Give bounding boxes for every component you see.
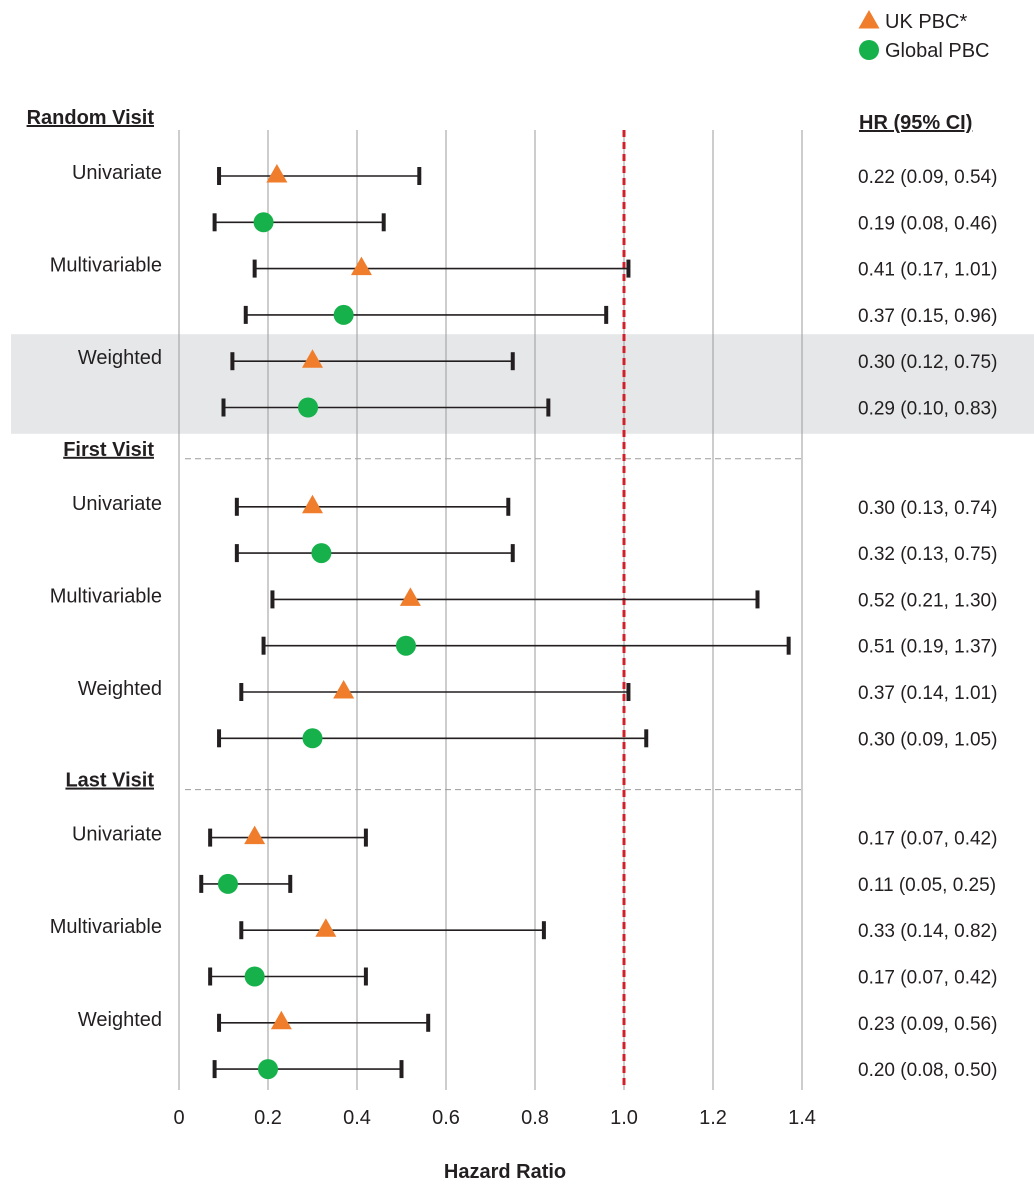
- hr-value: 0.17 (0.07, 0.42): [858, 968, 997, 989]
- hr-column-header: HR (95% CI): [859, 112, 972, 134]
- hr-value: 0.32 (0.13, 0.75): [858, 544, 997, 565]
- hr-value: 0.23 (0.09, 0.56): [858, 1014, 997, 1035]
- labels: Random Visit Univariate 0.22 (0.09, 0.54) 0…: [27, 107, 998, 1183]
- section-title: First Visit: [63, 439, 154, 461]
- confidence-intervals: [199, 167, 791, 1079]
- hr-value: 0.11 (0.05, 0.25): [858, 875, 996, 896]
- method-label: Weighted: [78, 347, 162, 369]
- global-pbc-marker: [258, 1059, 278, 1080]
- legend-uk-pbc-marker: [858, 10, 880, 29]
- hr-value: 0.30 (0.12, 0.75): [858, 352, 997, 373]
- x-tick-label: 0.6: [432, 1107, 460, 1129]
- uk-pbc-marker: [350, 256, 372, 276]
- global-pbc-marker: [302, 728, 323, 749]
- global-pbc-marker: [333, 304, 354, 325]
- global-pbc-marker: [217, 873, 238, 894]
- x-tick-label: 1.2: [699, 1107, 727, 1129]
- method-label: Univariate: [72, 162, 162, 184]
- highlight-layer: [11, 334, 1034, 434]
- x-tick-label: 1.0: [610, 1107, 638, 1129]
- uk-pbc-marker: [315, 918, 337, 937]
- hr-value: 0.41 (0.17, 1.01): [858, 260, 997, 281]
- global-pbc-marker: [244, 966, 265, 987]
- hr-value: 0.20 (0.08, 0.50): [858, 1060, 997, 1081]
- x-tick-label: 0.2: [254, 1107, 282, 1129]
- uk-pbc-marker: [333, 680, 355, 699]
- hr-value: 0.30 (0.13, 0.74): [858, 498, 997, 519]
- global-pbc-marker: [395, 635, 416, 656]
- section-title: Last Visit: [65, 770, 154, 792]
- legend: UK PBC* Global PBC: [858, 10, 990, 62]
- hr-value: 0.37 (0.15, 0.96): [858, 306, 997, 327]
- hr-value: 0.29 (0.10, 0.83): [858, 399, 997, 420]
- highlight-band: [11, 334, 1034, 434]
- legend-label: UK PBC*: [885, 11, 967, 33]
- hr-value: 0.19 (0.08, 0.46): [858, 213, 997, 234]
- global-pbc-marker: [298, 397, 319, 418]
- legend-global-pbc-marker: [859, 40, 879, 60]
- method-label: Multivariable: [50, 255, 162, 277]
- method-label: Weighted: [78, 1009, 162, 1031]
- hr-value: 0.30 (0.09, 1.05): [858, 729, 997, 750]
- hr-value: 0.33 (0.14, 0.82): [858, 921, 997, 942]
- uk-pbc-marker: [244, 825, 266, 845]
- hr-value: 0.17 (0.07, 0.42): [858, 829, 997, 850]
- uk-pbc-marker: [266, 164, 288, 183]
- global-pbc-marker: [253, 212, 274, 233]
- x-axis-title: Hazard Ratio: [444, 1161, 566, 1183]
- method-label: Univariate: [72, 824, 162, 846]
- uk-pbc-marker: [302, 494, 323, 514]
- hr-value: 0.52 (0.21, 1.30): [858, 590, 997, 611]
- x-tick-label: 1.4: [788, 1107, 816, 1129]
- hr-value: 0.37 (0.14, 1.01): [858, 683, 997, 704]
- legend-label: Global PBC: [885, 40, 990, 62]
- x-tick-label: 0: [173, 1107, 184, 1129]
- method-label: Multivariable: [50, 585, 162, 607]
- method-label: Univariate: [72, 493, 162, 515]
- uk-pbc-marker: [270, 1010, 292, 1030]
- x-tick-label: 0.4: [343, 1107, 371, 1129]
- section-title: Random Visit: [27, 107, 155, 129]
- point-estimates: [217, 164, 421, 1080]
- uk-pbc-marker: [399, 587, 421, 606]
- uk-pbc-marker: [302, 349, 323, 368]
- method-label: Multivariable: [50, 916, 162, 938]
- x-tick-label: 0.8: [521, 1107, 549, 1129]
- hr-value: 0.51 (0.19, 1.37): [858, 637, 997, 658]
- hr-value: 0.22 (0.09, 0.54): [858, 167, 997, 188]
- global-pbc-marker: [311, 543, 332, 564]
- method-label: Weighted: [78, 678, 162, 700]
